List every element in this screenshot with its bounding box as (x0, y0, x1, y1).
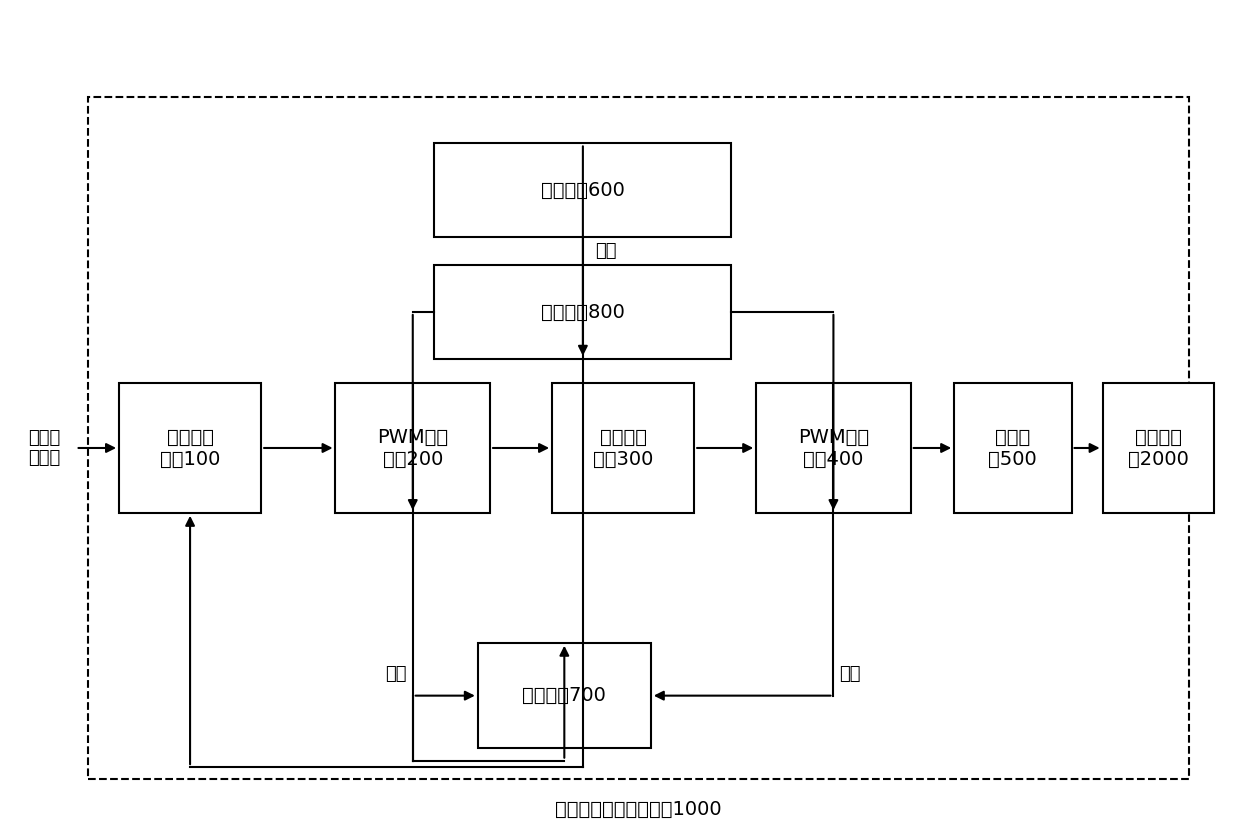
Text: 采样: 采样 (386, 666, 407, 683)
Bar (119, 383, 262, 513)
Text: 三相交
流输入: 三相交 流输入 (29, 429, 61, 467)
Text: PWM逆变
电路400: PWM逆变 电路400 (797, 427, 869, 468)
Text: 驱动电路800: 驱动电路800 (541, 303, 625, 322)
Bar (552, 383, 694, 513)
Bar (1102, 383, 1214, 513)
Bar (954, 383, 1071, 513)
Text: 控制电路600: 控制电路600 (541, 181, 625, 200)
Bar (336, 383, 490, 513)
Bar (477, 643, 651, 748)
Text: 电动振动台功率放大器1000: 电动振动台功率放大器1000 (556, 800, 722, 819)
Bar (434, 265, 732, 359)
Bar (88, 97, 1189, 779)
Text: 滤波电
路500: 滤波电 路500 (988, 427, 1037, 468)
Bar (434, 143, 732, 237)
Text: 第二供电
电路300: 第二供电 电路300 (593, 427, 653, 468)
Text: 控制: 控制 (595, 242, 616, 260)
Text: PWM整流
电路200: PWM整流 电路200 (377, 427, 449, 468)
Text: 采样电路700: 采样电路700 (522, 686, 606, 705)
Text: 采样: 采样 (839, 666, 861, 683)
Bar (756, 383, 910, 513)
Text: 第一供电
电路100: 第一供电 电路100 (160, 427, 221, 468)
Text: 电动振动
台2000: 电动振动 台2000 (1127, 427, 1189, 468)
